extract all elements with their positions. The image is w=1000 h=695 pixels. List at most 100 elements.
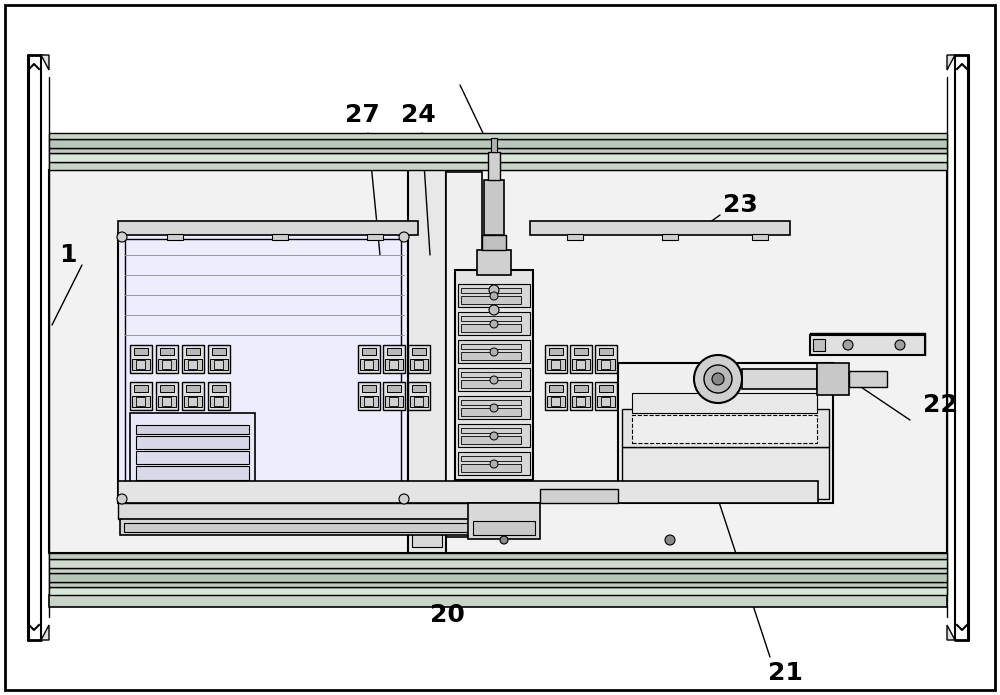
- Bar: [49, 148, 947, 153]
- Circle shape: [712, 373, 724, 385]
- Bar: [408, 382, 430, 410]
- Bar: [184, 359, 202, 370]
- Circle shape: [490, 348, 498, 356]
- Bar: [182, 382, 204, 410]
- Bar: [849, 371, 887, 387]
- Bar: [188, 397, 197, 406]
- Bar: [597, 359, 615, 370]
- Bar: [134, 385, 148, 392]
- Bar: [551, 360, 560, 369]
- Bar: [461, 288, 521, 293]
- Bar: [599, 385, 613, 392]
- Bar: [49, 133, 947, 139]
- Bar: [186, 385, 200, 392]
- Bar: [461, 408, 521, 416]
- Bar: [136, 360, 145, 369]
- Bar: [597, 396, 615, 407]
- Bar: [162, 397, 171, 406]
- Bar: [570, 382, 592, 410]
- Bar: [136, 436, 249, 449]
- Bar: [461, 428, 521, 433]
- Bar: [118, 221, 418, 235]
- Bar: [632, 393, 817, 413]
- Bar: [810, 335, 925, 355]
- Bar: [458, 424, 530, 447]
- Bar: [136, 451, 249, 464]
- Bar: [458, 452, 530, 475]
- Bar: [120, 519, 536, 535]
- Bar: [210, 359, 228, 370]
- Bar: [383, 382, 405, 410]
- Bar: [214, 397, 223, 406]
- Bar: [49, 553, 947, 559]
- Bar: [461, 372, 521, 377]
- Polygon shape: [947, 625, 955, 640]
- Bar: [188, 360, 197, 369]
- Bar: [461, 400, 521, 405]
- Bar: [389, 397, 398, 406]
- Bar: [156, 382, 178, 410]
- Bar: [160, 385, 174, 392]
- Bar: [458, 340, 530, 363]
- Bar: [358, 345, 380, 373]
- Bar: [412, 529, 442, 547]
- Bar: [461, 296, 521, 304]
- Bar: [125, 239, 401, 497]
- Bar: [49, 162, 947, 170]
- Bar: [408, 345, 430, 373]
- Bar: [408, 168, 446, 553]
- Bar: [549, 385, 563, 392]
- Bar: [477, 250, 511, 275]
- Bar: [461, 456, 521, 461]
- Bar: [362, 348, 376, 355]
- Bar: [134, 348, 148, 355]
- Bar: [364, 397, 373, 406]
- Bar: [49, 582, 947, 587]
- Polygon shape: [41, 625, 49, 640]
- Bar: [124, 523, 532, 532]
- Bar: [210, 396, 228, 407]
- Bar: [214, 360, 223, 369]
- Bar: [49, 573, 947, 582]
- Bar: [130, 345, 152, 373]
- Bar: [488, 152, 500, 180]
- Bar: [742, 369, 817, 389]
- Bar: [385, 396, 403, 407]
- Bar: [212, 348, 226, 355]
- Bar: [387, 348, 401, 355]
- Bar: [601, 360, 610, 369]
- Bar: [595, 345, 617, 373]
- Bar: [118, 233, 408, 503]
- Bar: [118, 503, 538, 519]
- Circle shape: [490, 320, 498, 328]
- Circle shape: [399, 232, 409, 242]
- Text: 22: 22: [923, 393, 957, 417]
- Bar: [458, 396, 530, 419]
- Text: 1: 1: [59, 243, 77, 267]
- Bar: [130, 382, 152, 410]
- Circle shape: [843, 340, 853, 350]
- Bar: [49, 568, 947, 573]
- Circle shape: [490, 432, 498, 440]
- Bar: [446, 172, 482, 537]
- Bar: [49, 170, 947, 553]
- Bar: [473, 521, 535, 535]
- Bar: [567, 234, 583, 240]
- Bar: [461, 344, 521, 349]
- Bar: [383, 345, 405, 373]
- Bar: [136, 397, 145, 406]
- Bar: [618, 363, 833, 503]
- Bar: [576, 397, 585, 406]
- Bar: [367, 234, 383, 240]
- Circle shape: [704, 365, 732, 393]
- Bar: [574, 385, 588, 392]
- Bar: [49, 139, 947, 148]
- Circle shape: [490, 292, 498, 300]
- Bar: [547, 359, 565, 370]
- Circle shape: [399, 494, 409, 504]
- Bar: [49, 153, 947, 162]
- Text: 24: 24: [401, 103, 435, 127]
- Circle shape: [490, 404, 498, 412]
- Bar: [136, 466, 249, 480]
- Circle shape: [490, 460, 498, 468]
